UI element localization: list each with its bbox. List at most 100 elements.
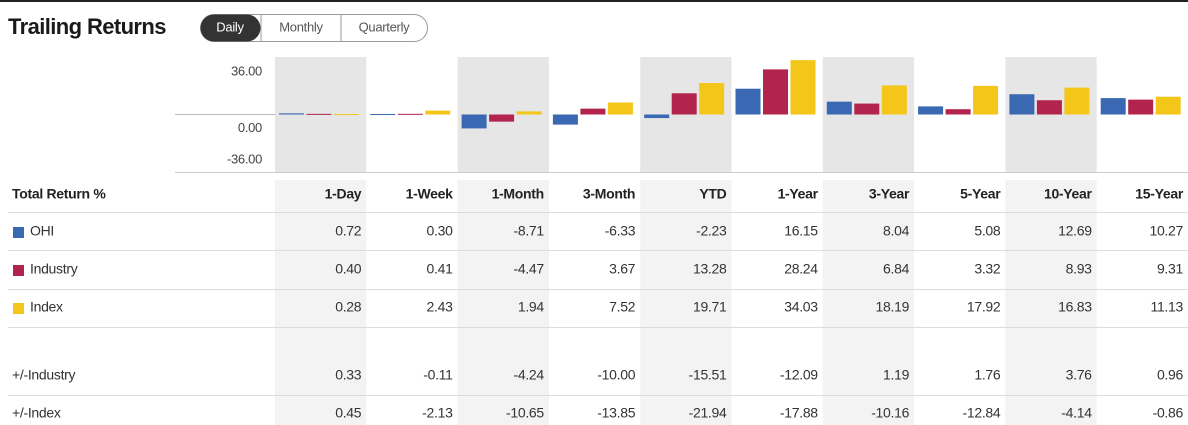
row-label: Index	[30, 299, 63, 315]
cell: 16.15	[784, 223, 818, 239]
cell: 9.31	[1157, 261, 1184, 277]
bar	[1036, 100, 1062, 115]
cell: 28.24	[784, 261, 818, 277]
table-column-shade	[822, 180, 915, 425]
cell: 0.96	[1157, 367, 1184, 383]
cell: 13.28	[693, 261, 727, 277]
bar	[607, 102, 633, 115]
cell: 11.13	[1151, 299, 1184, 315]
cell: 7.52	[609, 299, 636, 315]
cell: -10.00	[597, 367, 635, 383]
cell: -0.86	[1153, 405, 1184, 421]
bar	[580, 108, 606, 115]
cell: -15.51	[689, 367, 727, 383]
column-header: 1-Week	[406, 186, 453, 202]
cell: -2.23	[696, 223, 727, 239]
cell: 3.32	[974, 261, 1001, 277]
table-column-shade	[1005, 180, 1097, 425]
cell: 0.41	[427, 261, 454, 277]
bar	[644, 114, 670, 119]
bar	[945, 109, 971, 115]
column-header: 5-Year	[960, 186, 1001, 202]
cell: -12.84	[962, 405, 1000, 421]
column-header: YTD	[699, 186, 726, 202]
column-header: 1-Month	[492, 186, 544, 202]
cell: -6.33	[605, 223, 636, 239]
y-tick-label: 0.00	[238, 120, 262, 135]
cell: -10.16	[871, 405, 909, 421]
y-tick-label: -36.00	[227, 151, 262, 166]
cell: 17.92	[967, 299, 1001, 315]
bar	[854, 103, 880, 115]
row-label: Industry	[30, 261, 78, 277]
bar	[763, 69, 788, 115]
cell: 18.19	[876, 299, 910, 315]
bar	[790, 60, 816, 115]
row-label: +/-Industry	[12, 367, 76, 383]
bar	[1100, 98, 1126, 115]
bar	[306, 113, 332, 115]
tab-daily[interactable]: Daily	[216, 19, 244, 34]
column-header: 15-Year	[1135, 186, 1184, 202]
bar	[671, 93, 697, 115]
cell: -17.88	[780, 405, 818, 421]
table-column-shade	[275, 180, 367, 425]
column-header: 3-Year	[869, 186, 910, 202]
legend-swatch	[13, 303, 24, 314]
cell: 0.45	[335, 405, 362, 421]
cell: -21.94	[689, 405, 727, 421]
cell: 19.71	[693, 299, 727, 315]
bar	[1128, 99, 1154, 115]
table-column-shade	[457, 180, 549, 425]
bar	[699, 83, 725, 115]
cell: 6.84	[883, 261, 910, 277]
bar	[1155, 96, 1181, 115]
cell: 1.19	[883, 367, 910, 383]
cell: 12.69	[1058, 223, 1092, 239]
cell: 10.27	[1149, 223, 1183, 239]
bar	[881, 85, 907, 115]
cell: -0.11	[423, 367, 453, 383]
cell: 2.43	[427, 299, 454, 315]
cell: 34.03	[784, 299, 818, 315]
cell: 5.08	[974, 223, 1001, 239]
top-rule	[0, 0, 1188, 2]
row-label: +/-Index	[12, 405, 61, 421]
column-header: 1-Day	[325, 186, 362, 202]
cell: 8.04	[883, 223, 910, 239]
bar	[973, 85, 999, 115]
cell: 16.83	[1058, 299, 1092, 315]
bar	[334, 114, 359, 116]
legend-swatch	[13, 227, 24, 238]
table-header: Total Return %	[12, 186, 106, 202]
bar	[461, 114, 487, 129]
cell: -4.14	[1061, 405, 1092, 421]
tab-monthly[interactable]: Monthly	[279, 19, 324, 34]
cell: 8.93	[1066, 261, 1093, 277]
cell: -13.85	[597, 405, 635, 421]
column-header: 3-Month	[583, 186, 635, 202]
cell: 3.67	[609, 261, 636, 277]
cell: 3.76	[1066, 367, 1093, 383]
row-label: OHI	[30, 223, 54, 239]
tab-selected-bg	[200, 14, 261, 42]
legend-swatch	[13, 265, 24, 276]
bar	[735, 88, 761, 115]
bar	[370, 114, 396, 116]
cell: -4.24	[513, 367, 544, 383]
bar	[1064, 87, 1090, 115]
cell: -8.71	[513, 223, 544, 239]
cell: 0.28	[335, 299, 362, 315]
bar	[425, 110, 451, 115]
cell: 1.76	[974, 367, 1001, 383]
cell: -10.65	[506, 405, 544, 421]
cell: 0.40	[335, 261, 362, 277]
tab-quarterly[interactable]: Quarterly	[359, 19, 411, 34]
bar	[397, 113, 423, 115]
bar	[826, 101, 852, 115]
cell: 0.30	[427, 223, 454, 239]
column-header: 10-Year	[1044, 186, 1093, 202]
cell: 1.94	[518, 299, 545, 315]
